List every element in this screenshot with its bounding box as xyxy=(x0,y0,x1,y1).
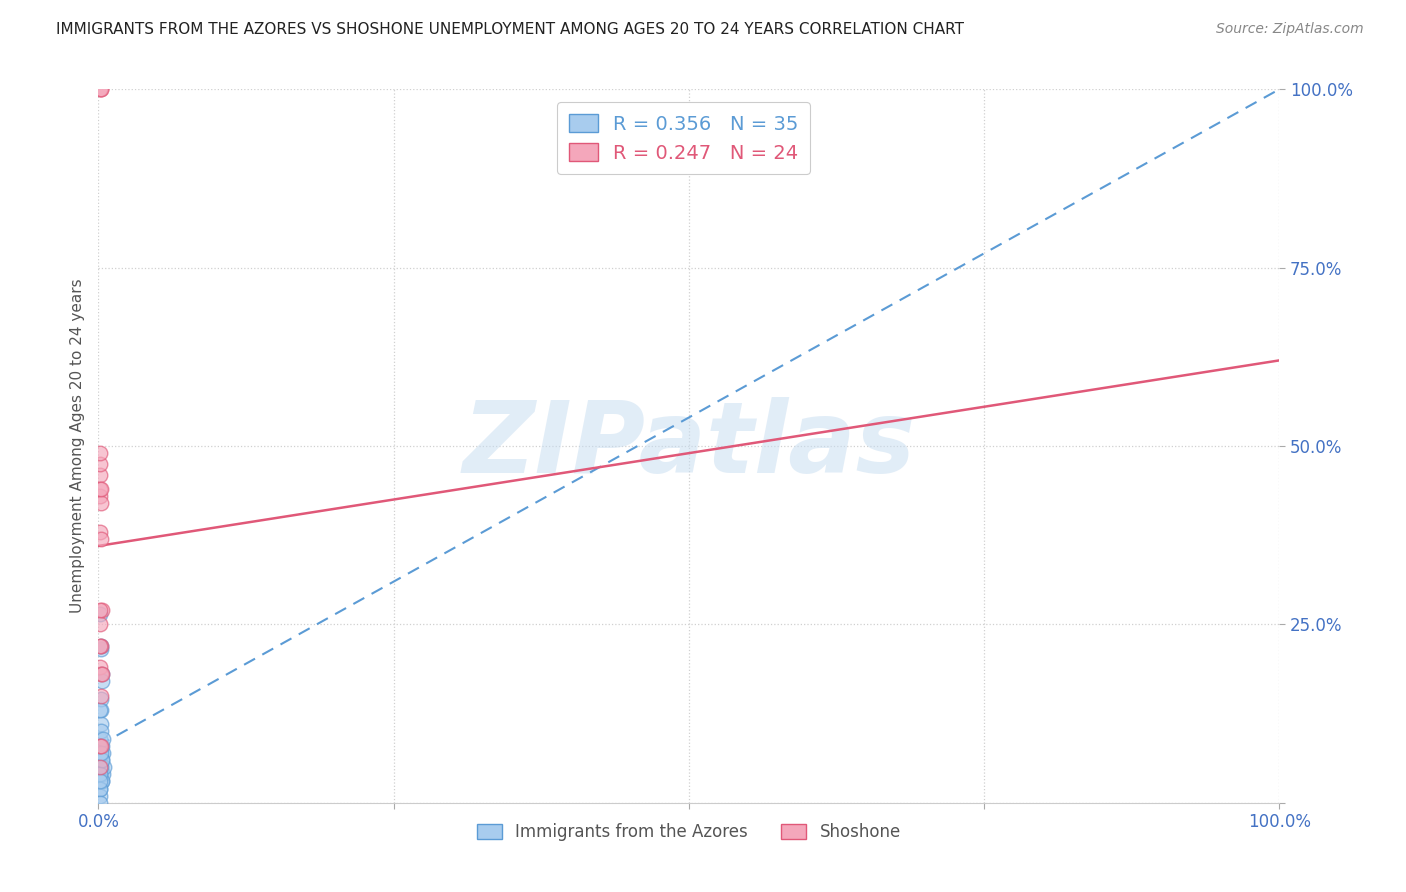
Point xyxy=(89,607,111,621)
Point xyxy=(91,767,114,781)
Point xyxy=(90,767,112,781)
Point xyxy=(90,82,112,96)
Point xyxy=(90,724,112,739)
Point xyxy=(89,739,111,753)
Point xyxy=(89,731,111,746)
Point xyxy=(90,739,112,753)
Point xyxy=(90,703,112,717)
Point xyxy=(90,482,112,496)
Point xyxy=(91,753,114,767)
Legend: Immigrants from the Azores, Shoshone: Immigrants from the Azores, Shoshone xyxy=(470,817,908,848)
Point xyxy=(90,760,112,774)
Point xyxy=(90,496,112,510)
Point xyxy=(90,639,112,653)
Point xyxy=(90,692,112,706)
Point xyxy=(89,760,111,774)
Point xyxy=(89,781,111,796)
Point xyxy=(89,760,111,774)
Text: Source: ZipAtlas.com: Source: ZipAtlas.com xyxy=(1216,22,1364,37)
Point xyxy=(90,717,112,731)
Point xyxy=(91,674,114,689)
Point xyxy=(90,739,112,753)
Point xyxy=(90,642,112,657)
Point xyxy=(89,703,111,717)
Point xyxy=(90,689,112,703)
Point xyxy=(91,774,114,789)
Point xyxy=(89,774,111,789)
Point xyxy=(89,524,111,539)
Point xyxy=(89,457,111,471)
Text: IMMIGRANTS FROM THE AZORES VS SHOSHONE UNEMPLOYMENT AMONG AGES 20 TO 24 YEARS CO: IMMIGRANTS FROM THE AZORES VS SHOSHONE U… xyxy=(56,22,965,37)
Point xyxy=(93,760,115,774)
Point xyxy=(91,667,114,681)
Point xyxy=(89,617,111,632)
Point xyxy=(90,532,112,546)
Point xyxy=(90,639,112,653)
Point xyxy=(91,731,114,746)
Point xyxy=(89,789,111,803)
Point xyxy=(89,746,111,760)
Point xyxy=(89,82,111,96)
Point xyxy=(91,753,114,767)
Point xyxy=(91,774,114,789)
Point xyxy=(89,467,111,482)
Point xyxy=(89,603,111,617)
Point xyxy=(91,739,114,753)
Text: ZIPatlas: ZIPatlas xyxy=(463,398,915,494)
Point xyxy=(90,746,112,760)
Point xyxy=(89,753,111,767)
Point xyxy=(91,603,114,617)
Point xyxy=(89,446,111,460)
Point xyxy=(90,667,112,681)
Point xyxy=(89,489,111,503)
Point xyxy=(89,639,111,653)
Point xyxy=(89,760,111,774)
Point xyxy=(91,667,114,681)
Point xyxy=(89,739,111,753)
Point xyxy=(89,781,111,796)
Point xyxy=(90,82,112,96)
Point xyxy=(89,767,111,781)
Y-axis label: Unemployment Among Ages 20 to 24 years: Unemployment Among Ages 20 to 24 years xyxy=(69,278,84,614)
Point xyxy=(91,746,114,760)
Point xyxy=(89,796,111,810)
Point xyxy=(89,482,111,496)
Point xyxy=(89,660,111,674)
